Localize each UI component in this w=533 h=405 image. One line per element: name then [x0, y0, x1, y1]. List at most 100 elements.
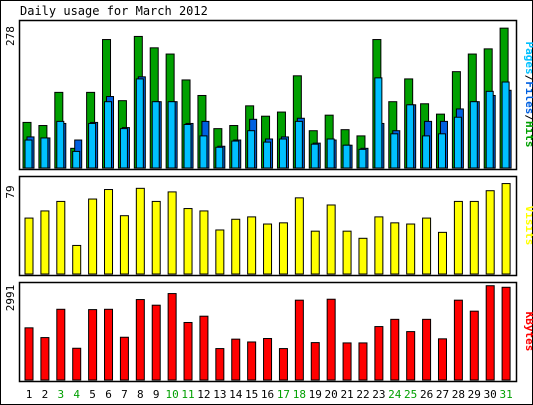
panel-kbytes: 2991 KBytes	[4, 281, 533, 383]
bar-pages-day-11	[183, 123, 192, 169]
bar-visits-day-11	[183, 208, 193, 275]
day-label-31: 31	[499, 388, 512, 401]
bar-kbytes-day-16	[263, 338, 273, 381]
day-label-30: 30	[484, 388, 497, 401]
bar-visits-day-3	[56, 200, 66, 275]
day-label-16: 16	[261, 388, 274, 401]
bar-visits-day-2	[40, 210, 50, 275]
bar-kbytes-day-1	[24, 327, 34, 381]
bar-visits-day-14	[231, 218, 241, 275]
ymax-label: 2991	[4, 285, 17, 312]
x-axis-day-labels: 1 2 3 4 5 6 7 8 9 10 11 12 13 14 15 16 17 18 19 20 21 22 23 24 2…	[26, 388, 513, 401]
day-label-28: 28	[452, 388, 465, 401]
bar-visits-day-6	[104, 189, 114, 275]
bar-pages-day-1	[24, 139, 33, 169]
series-axis-label-part: /	[523, 75, 533, 82]
bar-kbytes-day-19	[310, 342, 320, 381]
day-label-13: 13	[213, 388, 226, 401]
bar-visits-day-23	[374, 216, 384, 275]
bar-pages-day-8	[135, 78, 144, 169]
bar-pages-day-5	[88, 122, 97, 169]
bar-visits-day-9	[151, 200, 161, 275]
day-label-17: 17	[277, 388, 290, 401]
bar-kbytes-day-30	[485, 285, 495, 381]
bar-kbytes-day-5	[88, 309, 98, 381]
bar-kbytes-day-31	[501, 286, 511, 381]
day-label-11: 11	[181, 388, 194, 401]
bar-kbytes-day-24	[390, 318, 400, 381]
bar-kbytes-day-22	[358, 342, 368, 381]
bar-kbytes-day-20	[326, 298, 336, 381]
bar-pages-day-22	[358, 148, 367, 169]
day-label-5: 5	[89, 388, 96, 401]
series-axis-label: Pages/Files/Hits	[523, 42, 533, 148]
bar-visits-day-7	[119, 215, 129, 275]
bar-kbytes-day-2	[40, 337, 50, 381]
day-label-29: 29	[468, 388, 481, 401]
bar-visits-day-13	[215, 229, 225, 275]
bar-kbytes-day-9	[151, 304, 161, 381]
bar-pages-day-19	[310, 143, 319, 169]
series-axis-label: Visits	[523, 206, 533, 246]
bar-pages-day-18	[294, 120, 303, 169]
panel-visits: 79 Visits	[4, 175, 533, 277]
bar-pages-day-26	[422, 135, 431, 169]
bar-kbytes-day-10	[167, 293, 177, 381]
day-label-24: 24	[388, 388, 402, 401]
day-label-12: 12	[197, 388, 210, 401]
bar-visits-day-1	[24, 217, 34, 275]
bar-pages-day-9	[151, 101, 160, 169]
ymax-label: 278	[4, 26, 17, 46]
bar-pages-day-29	[469, 101, 478, 169]
bar-pages-day-17	[278, 138, 287, 169]
bar-visits-day-22	[358, 237, 368, 275]
bar-visits-day-24	[390, 222, 400, 275]
bar-visits-day-17	[278, 222, 288, 275]
bar-pages-day-13	[215, 146, 224, 169]
bar-kbytes-day-4	[72, 347, 82, 381]
bar-visits-day-26	[422, 217, 432, 275]
day-label-2: 2	[42, 388, 49, 401]
bar-visits-day-27	[437, 231, 447, 275]
day-label-6: 6	[105, 388, 112, 401]
bar-pages-day-25	[406, 104, 415, 169]
bars-hits-files-pages	[22, 27, 512, 169]
bar-kbytes-day-18	[294, 299, 304, 381]
bar-pages-day-24	[390, 133, 399, 169]
bar-visits-day-5	[88, 198, 98, 275]
bar-visits-day-30	[485, 190, 495, 275]
bar-pages-day-31	[501, 81, 510, 169]
bar-kbytes-day-27	[437, 338, 447, 381]
bar-visits-day-28	[453, 200, 463, 275]
bar-pages-day-3	[56, 120, 65, 169]
bar-pages-day-14	[231, 140, 240, 169]
bar-visits-day-12	[199, 210, 209, 275]
day-label-19: 19	[309, 388, 322, 401]
bar-visits-day-15	[247, 216, 257, 275]
bar-kbytes-day-3	[56, 308, 66, 381]
bar-visits-day-21	[342, 230, 352, 275]
bar-pages-day-20	[326, 138, 335, 169]
bar-pages-day-2	[40, 137, 49, 169]
day-label-4: 4	[73, 388, 80, 401]
bars-visits	[24, 183, 511, 275]
bar-visits-day-4	[72, 244, 82, 275]
bar-kbytes-day-7	[119, 336, 129, 381]
day-label-23: 23	[372, 388, 385, 401]
bars-kbytes	[24, 285, 511, 381]
bar-visits-day-16	[263, 223, 273, 275]
day-label-10: 10	[166, 388, 179, 401]
series-axis-label-part: Pages	[523, 42, 533, 75]
bar-visits-day-25	[406, 223, 416, 275]
day-label-15: 15	[245, 388, 258, 401]
bar-kbytes-day-17	[278, 348, 288, 381]
bar-visits-day-29	[469, 200, 479, 275]
series-axis-label-part: Hits	[523, 121, 533, 148]
bar-pages-day-28	[453, 116, 462, 169]
bar-kbytes-day-28	[453, 299, 463, 381]
bar-pages-day-15	[247, 130, 256, 169]
bar-kbytes-day-12	[199, 315, 209, 381]
bar-kbytes-day-14	[231, 338, 241, 381]
